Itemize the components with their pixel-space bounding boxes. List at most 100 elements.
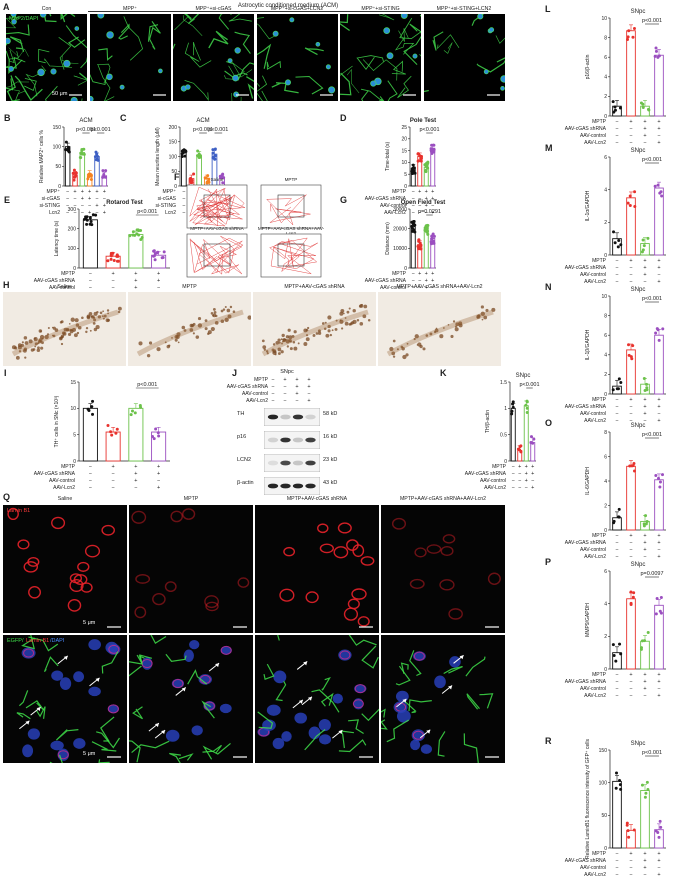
treatment-row-label: MPTP	[61, 464, 76, 470]
treatment-sign: −	[182, 203, 185, 209]
data-point	[632, 26, 636, 30]
treatment-sign: −	[615, 140, 618, 146]
lamin-b1-image-1	[129, 505, 253, 633]
y-tick-label: 0	[604, 667, 607, 673]
data-point	[641, 238, 645, 242]
data-point	[432, 143, 436, 147]
data-point	[106, 259, 110, 263]
panel-q-title-2: MPTP+AAV-cGAS shRNA	[286, 496, 348, 502]
data-point	[616, 245, 620, 249]
data-point	[211, 148, 215, 152]
treatment-sign: −	[112, 478, 115, 484]
data-point	[632, 828, 636, 832]
bar	[105, 431, 121, 462]
chart-i: I 0 5 10 15 TH⁺ cells in SNc (×10³) p<0.001 MPT…	[4, 368, 170, 491]
treatment-row-label: MPP⁺	[163, 189, 177, 195]
data-point	[154, 427, 158, 431]
data-point	[612, 653, 616, 657]
treatment-sign: +	[657, 119, 660, 125]
bar	[82, 407, 98, 462]
treatment-sign: +	[657, 404, 660, 410]
treatment-sign: −	[629, 411, 632, 417]
treatment-sign: +	[643, 258, 646, 264]
treatment-sign: +	[95, 203, 98, 209]
data-point	[642, 244, 646, 248]
data-point	[139, 228, 143, 232]
y-tick-label: 2	[604, 372, 607, 378]
treatment-sign: +	[657, 279, 660, 285]
data-point	[431, 241, 435, 245]
panel-a-title-1: MPP⁺	[123, 6, 137, 12]
treatment-sign: +	[518, 464, 521, 470]
data-point	[206, 174, 210, 178]
data-point	[646, 787, 650, 791]
data-point	[641, 105, 645, 109]
treatment-row-label: AAV-Lcn2	[484, 485, 506, 491]
data-point	[618, 642, 622, 646]
data-point	[644, 791, 648, 795]
blot-strip-p16	[264, 431, 320, 449]
treatment-sign: +	[425, 196, 428, 202]
panel-h-image-2	[253, 292, 376, 366]
treatment-sign: −	[412, 210, 415, 216]
treatment-sign: −	[89, 271, 92, 277]
data-point	[645, 519, 649, 523]
p-value-annotation: p<0.001	[642, 750, 662, 756]
panel-e-label: E	[4, 195, 10, 205]
y-tick-label: 0	[73, 266, 76, 272]
treatment-sign: −	[89, 285, 92, 291]
treatment-sign: −	[418, 196, 421, 202]
data-point	[156, 431, 160, 435]
treatment-row-label: AAV-cGAS shRNA	[565, 404, 607, 410]
treatment-sign: +	[657, 851, 660, 857]
treatment-sign: +	[88, 196, 91, 202]
data-point	[628, 203, 632, 207]
chart-title: SNpc	[631, 287, 646, 293]
data-point	[156, 250, 160, 254]
merged-image-1	[129, 635, 253, 763]
treatment-row-label: AAV-control	[580, 547, 606, 553]
data-point	[412, 219, 416, 223]
treatment-row-label: MPTP	[592, 533, 607, 539]
data-point	[425, 163, 429, 167]
y-tick-label: 15	[70, 380, 76, 386]
y-tick-label: 150	[53, 125, 62, 131]
panel-a-micrograph-3	[256, 14, 338, 101]
y-tick-label: 50	[601, 813, 607, 819]
data-point	[74, 171, 78, 175]
treatment-row-label: AAV-Lcn2	[584, 418, 606, 424]
y-tick-label: 0	[604, 392, 607, 398]
treatment-sign: −	[518, 471, 521, 477]
data-point	[625, 821, 629, 825]
chart-title: SNpc	[631, 148, 646, 154]
data-point	[654, 46, 658, 50]
panel-f-title-1: MPTP	[284, 177, 298, 182]
treatment-row-label: MPTP	[392, 189, 407, 195]
data-point	[139, 238, 143, 242]
data-point	[419, 158, 423, 162]
data-point	[82, 147, 86, 151]
treatment-sign: −	[425, 210, 428, 216]
treatment-sign: +	[643, 119, 646, 125]
data-point	[128, 234, 132, 238]
treatment-sign: −	[66, 203, 69, 209]
data-point	[162, 250, 166, 254]
y-tick-label: 0	[404, 184, 407, 190]
treatment-sign: −	[412, 278, 415, 284]
data-point	[615, 387, 619, 391]
chart-title: Open Field Test	[401, 200, 446, 206]
chart-title: SNpc	[631, 9, 646, 15]
data-point	[416, 152, 420, 156]
treatment-row-label: AAV-cGAS shRNA	[565, 540, 607, 546]
bar	[640, 790, 650, 849]
panel-h-label: H	[3, 280, 10, 290]
panel-j-band-name: β-actin	[237, 480, 254, 486]
data-point	[655, 596, 659, 600]
treatment-sign: −	[629, 540, 632, 546]
treatment-sign: −	[412, 271, 415, 277]
treatment-sign: +	[134, 478, 137, 484]
data-point	[87, 172, 91, 176]
blot-strip-lcn2	[264, 454, 320, 472]
treatment-row-label: MPTP	[61, 271, 76, 277]
